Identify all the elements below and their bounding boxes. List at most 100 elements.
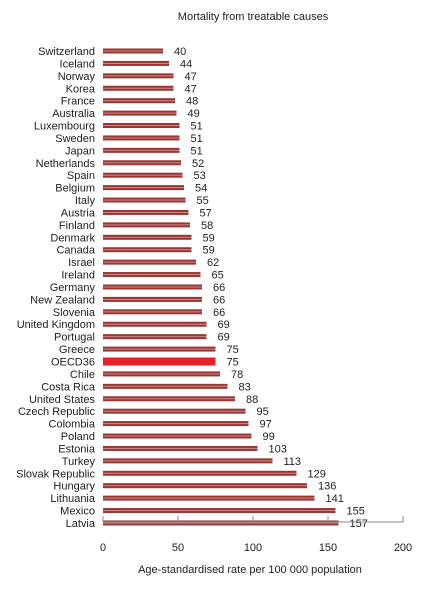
bar-iceland [103,60,169,66]
bar-israel [103,259,196,265]
category-label: Switzerland [38,46,95,58]
x-axis-ticks: 0 50 100 150 200 [100,516,412,554]
value-label: 88 [246,394,258,406]
value-label: 51 [191,133,203,145]
bar-poland [103,433,252,439]
value-label: 65 [212,270,224,282]
bar-highlight [103,162,181,164]
bar-highlight [103,385,228,387]
bar-highlight [103,298,202,300]
bar-highlight [103,125,180,127]
bar-slovenia [103,309,202,315]
value-label: 51 [191,121,203,133]
value-label: 66 [213,294,225,306]
bar-highlight [103,50,163,52]
value-label: 58 [201,220,213,232]
bar-highlight [103,174,183,176]
category-label: New Zealand [30,294,95,306]
bar-highlight [103,75,174,77]
category-label: Spain [67,170,95,182]
category-label: Canada [56,245,95,257]
category-label: Iceland [60,58,95,70]
value-label: 83 [239,381,251,393]
x-tick-label: 150 [319,542,337,554]
category-label: Korea [66,83,96,95]
category-label: Luxembourg [34,121,95,133]
value-label: 99 [263,431,275,443]
bar-highlight [103,137,180,139]
value-label: 66 [213,307,225,319]
bar-highlight [103,199,186,201]
bar-japan [103,147,180,153]
bar-estonia [103,445,258,451]
bar-mexico [103,508,336,514]
category-label: Italy [75,195,96,207]
bar-austria [103,209,189,215]
category-label: Latvia [66,518,96,530]
category-label: Lithuania [50,493,96,505]
value-label: 52 [192,158,204,170]
value-labels: 4044474748495151515253545557585959626566… [174,46,368,530]
bar-highlight [103,410,246,412]
category-label: Belgium [55,183,95,195]
category-label: Norway [58,71,96,83]
category-label: Austria [61,207,96,219]
bar-united-kingdom [103,321,207,327]
category-label: Slovak Republic [16,468,95,480]
category-label: Portugal [54,332,95,344]
bar-highlight [103,435,252,437]
bar-czech-republic [103,408,246,414]
x-tick-label: 200 [394,542,412,554]
bar-highlight [103,485,307,487]
category-label: Turkey [62,456,96,468]
category-label: Germany [50,282,96,294]
bar-slovak-republic [103,470,297,476]
x-tick-label: 0 [100,542,106,554]
bar-highlight [103,348,216,350]
bar-highlight [103,497,315,499]
value-label: 78 [231,369,243,381]
bar-germany [103,284,202,290]
bar-highlight [103,472,297,474]
value-label: 54 [195,183,207,195]
bar-highlight [103,274,201,276]
bar-colombia [103,421,249,427]
category-label: Denmark [50,232,95,244]
value-label: 47 [185,71,197,83]
value-label: 59 [203,245,215,257]
category-label: Japan [65,145,95,157]
bar-united-states [103,396,235,402]
bar-spain [103,172,183,178]
bar-highlight [103,373,220,375]
category-label: France [61,96,95,108]
chart-title: Mortality from treatable causes [178,11,329,23]
value-label: 136 [318,481,336,493]
bar-highlight [103,249,192,251]
bar-new-zealand [103,296,202,302]
value-label: 75 [227,344,239,356]
bar-highlight [103,236,192,238]
bar-highlight [103,211,189,213]
value-label: 75 [227,357,239,369]
x-tick-label: 100 [244,542,262,554]
bar-highlight [103,286,202,288]
bar-france [103,98,175,104]
category-label: Netherlands [36,158,96,170]
bar-belgium [103,185,184,191]
bar-highlight [103,87,174,89]
value-label: 57 [200,207,212,219]
bar-costa-rica [103,383,228,389]
bar-sweden [103,135,180,141]
bar-latvia [103,520,339,526]
value-label: 40 [174,46,186,58]
value-label: 44 [180,58,192,70]
bar-korea [103,85,174,91]
bar-highlight [103,460,273,462]
bar-fill [103,357,216,366]
bar-highlight [103,311,202,313]
bar-greece [103,346,216,352]
value-label: 48 [186,96,198,108]
value-label: 49 [188,108,200,120]
value-label: 113 [284,456,302,468]
